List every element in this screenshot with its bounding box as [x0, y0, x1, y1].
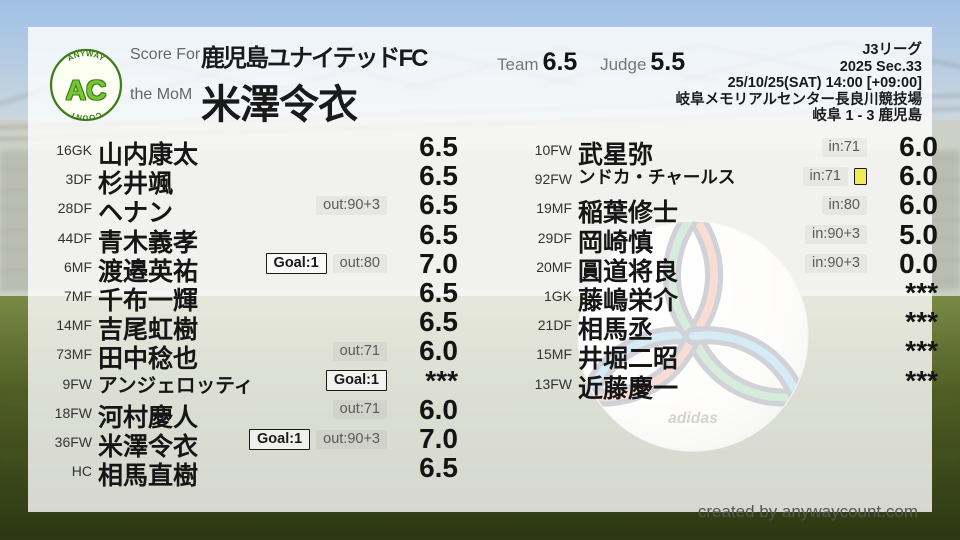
svg-text:AC: AC: [66, 74, 107, 105]
